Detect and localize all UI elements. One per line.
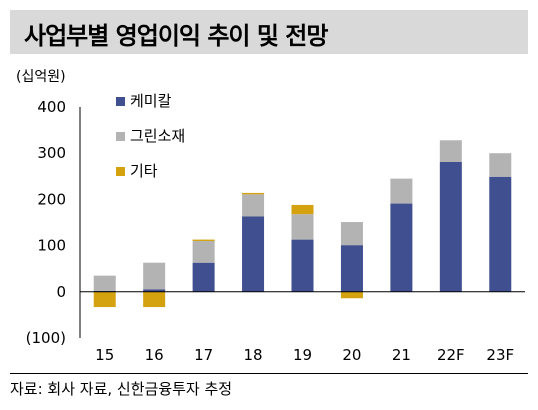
bar-segment [242, 194, 265, 217]
bar-segment [143, 289, 166, 292]
bar-segment [291, 214, 314, 240]
y-tick-label: 300 [37, 144, 66, 162]
y-tick-label: (100) [26, 329, 66, 347]
bar-segment [489, 176, 512, 292]
x-tick-label: 23F [486, 346, 514, 364]
x-tick-label: 18 [244, 346, 263, 364]
x-tick-label: 22F [437, 346, 465, 364]
y-tick-label: 0 [56, 283, 66, 301]
legend-label: 기타 [130, 162, 158, 180]
legend-swatch [116, 97, 125, 106]
bar-segment [439, 140, 462, 162]
bar-segment [93, 291, 116, 308]
source-text: 자료: 회사 자료, 신한금융투자 추정 [10, 380, 233, 398]
x-tick-label: 15 [95, 346, 114, 364]
bar-segment [340, 245, 363, 292]
bar-segment [291, 204, 314, 215]
bar-segment [143, 262, 166, 290]
bar-segment [242, 216, 265, 292]
bar-segment [489, 153, 512, 177]
legend-label: 그린소재 [130, 127, 185, 145]
bar-segment [192, 262, 215, 292]
bar-segment [390, 178, 413, 204]
bar-segment [439, 161, 462, 292]
bar-segment [242, 192, 265, 195]
bar-segment [192, 239, 215, 241]
x-tick-label: 17 [194, 346, 213, 364]
chart-title: 사업부별 영업이익 추이 및 전망 [24, 22, 328, 50]
y-tick-label: 400 [37, 98, 66, 116]
unit-label: (십억원) [16, 69, 66, 85]
bar-segment [390, 203, 413, 292]
bar-segment [93, 275, 116, 291]
x-tick-label: 19 [293, 346, 312, 364]
bar-segment [340, 222, 363, 246]
y-tick-label: 100 [37, 237, 66, 255]
legend-label: 케미칼 [130, 92, 172, 110]
x-tick-label: 21 [392, 346, 411, 364]
source-divider [10, 373, 528, 374]
chart: 400 300 200 100 0 (100) 15 16 17 18 19 20 21 22F 23F 케미… [26, 92, 525, 364]
legend-swatch [116, 167, 125, 176]
legend-swatch [116, 132, 125, 141]
x-tick-label: 16 [145, 346, 164, 364]
title-bar: 사업부별 영업이익 추이 및 전망 [10, 10, 528, 54]
x-tick-label: 20 [342, 346, 361, 364]
bar-segment [192, 240, 215, 263]
bar-segment [340, 291, 363, 299]
y-tick-label: 200 [37, 190, 66, 208]
bar-segment [143, 291, 166, 308]
bar-segment [291, 239, 314, 292]
